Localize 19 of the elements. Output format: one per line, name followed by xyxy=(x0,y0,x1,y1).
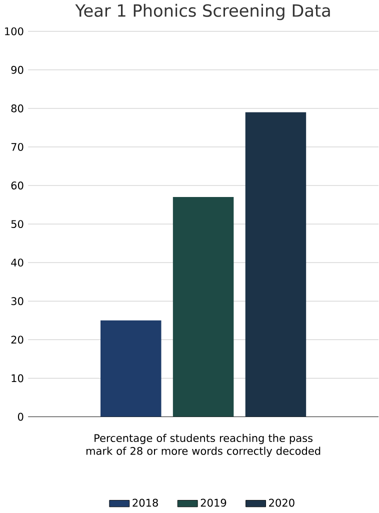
y-tick-label: 60 xyxy=(11,182,24,190)
legend-label: 2019 xyxy=(201,498,226,507)
bar xyxy=(173,197,234,417)
y-tick-label: 80 xyxy=(11,104,24,112)
chart-title: Year 1 Phonics Screening Data xyxy=(75,4,330,20)
y-tick-label: 70 xyxy=(12,142,24,151)
y-tick-label: 10 xyxy=(12,374,24,382)
legend-label: 2020 xyxy=(269,498,294,507)
y-tick-label: 100 xyxy=(5,27,24,36)
bar xyxy=(100,320,162,417)
bar xyxy=(245,112,306,417)
y-tick-label: 40 xyxy=(11,258,24,267)
y-tick-label: 0 xyxy=(18,412,24,421)
y-tick-label: 20 xyxy=(11,336,24,344)
legend-label: 2018 xyxy=(132,498,158,507)
y-tick-label: 50 xyxy=(12,220,24,228)
x-axis-title: Percentage of students reaching the pass mark of 28 or more words correctly decoded xyxy=(86,434,320,457)
y-tick-label: 30 xyxy=(12,297,24,306)
y-tick-label: 90 xyxy=(11,66,24,74)
